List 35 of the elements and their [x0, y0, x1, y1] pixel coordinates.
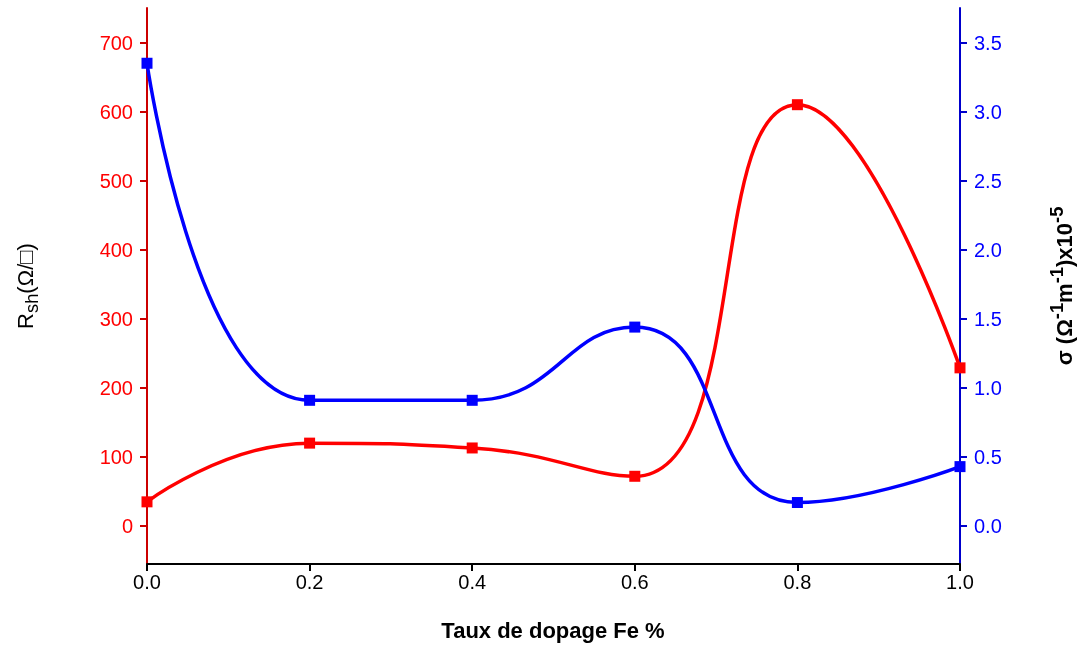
point	[304, 394, 316, 406]
point	[954, 362, 966, 374]
y2-tick-label: 0.5	[974, 445, 1002, 468]
y-tick-label: 400	[99, 238, 133, 261]
y-tick-label: 600	[99, 100, 133, 123]
x-tick-label: 0.6	[620, 571, 649, 593]
point	[141, 496, 153, 508]
y-tick-label: 500	[99, 169, 133, 192]
y-tick-label: 200	[99, 376, 133, 399]
point	[954, 461, 966, 473]
point	[466, 442, 478, 454]
y-tick-label: 0	[121, 515, 133, 538]
point	[629, 470, 641, 482]
y-tick-label: 100	[99, 445, 133, 468]
y2-tick-label: 1.0	[974, 376, 1002, 399]
y2-tick-label: 2.5	[974, 169, 1002, 192]
x-tick-label: 0.0	[133, 571, 161, 593]
x-tick-label: 0.8	[783, 571, 812, 593]
y-tick-label: 700	[99, 31, 133, 54]
y2-tick-label: 3.0	[974, 100, 1002, 123]
point	[304, 437, 316, 449]
x-tick-label: 0.4	[458, 571, 487, 593]
y2-tick-label: 1.5	[974, 307, 1002, 330]
y2-tick-label: 2.0	[974, 238, 1002, 261]
x-tick-label: 0.2	[295, 571, 324, 593]
point	[791, 497, 803, 509]
y2-tick-label: 3.5	[974, 31, 1002, 54]
y2-tick-label: 0.0	[974, 515, 1002, 538]
point	[466, 394, 478, 406]
point	[141, 57, 153, 69]
y-tick-label: 300	[99, 307, 133, 330]
point	[629, 321, 641, 333]
x-tick-label: 1.0	[946, 571, 974, 593]
x-axis-title: Taux de dopage Fe %	[441, 618, 665, 644]
point	[791, 99, 803, 111]
